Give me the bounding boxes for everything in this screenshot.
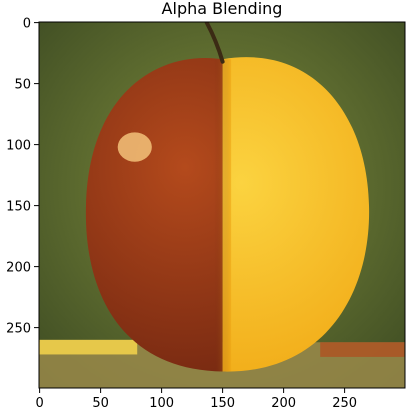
x-tick-label: 100 xyxy=(149,396,174,411)
blended-image xyxy=(39,22,405,388)
y-tick-label: 250 xyxy=(6,322,31,337)
chart-title: Alpha Blending xyxy=(162,0,283,18)
x-tick-label: 200 xyxy=(271,396,296,411)
x-tick-label: 250 xyxy=(332,396,357,411)
y-tick-label: 200 xyxy=(6,261,31,276)
pencil xyxy=(39,339,138,355)
blend-seam xyxy=(214,59,232,372)
x-tick-label: 150 xyxy=(210,396,235,411)
pencil-right xyxy=(320,342,405,357)
y-tick-label: 50 xyxy=(14,78,31,93)
y-tick-label: 100 xyxy=(6,139,31,154)
apple-half xyxy=(85,58,223,372)
y-tick-label: 0 xyxy=(23,17,31,32)
apple-stem xyxy=(204,22,225,64)
x-tick-label: 0 xyxy=(35,396,43,411)
apple-highlight xyxy=(117,132,152,162)
orange-half xyxy=(222,57,370,372)
y-axis-ticks: 0 50 100 150 200 250 xyxy=(6,17,39,337)
x-axis-ticks: 0 50 100 150 200 250 xyxy=(35,388,357,411)
x-tick-label: 50 xyxy=(92,396,109,411)
y-tick-label: 150 xyxy=(6,200,31,215)
axes-frame xyxy=(38,21,406,389)
